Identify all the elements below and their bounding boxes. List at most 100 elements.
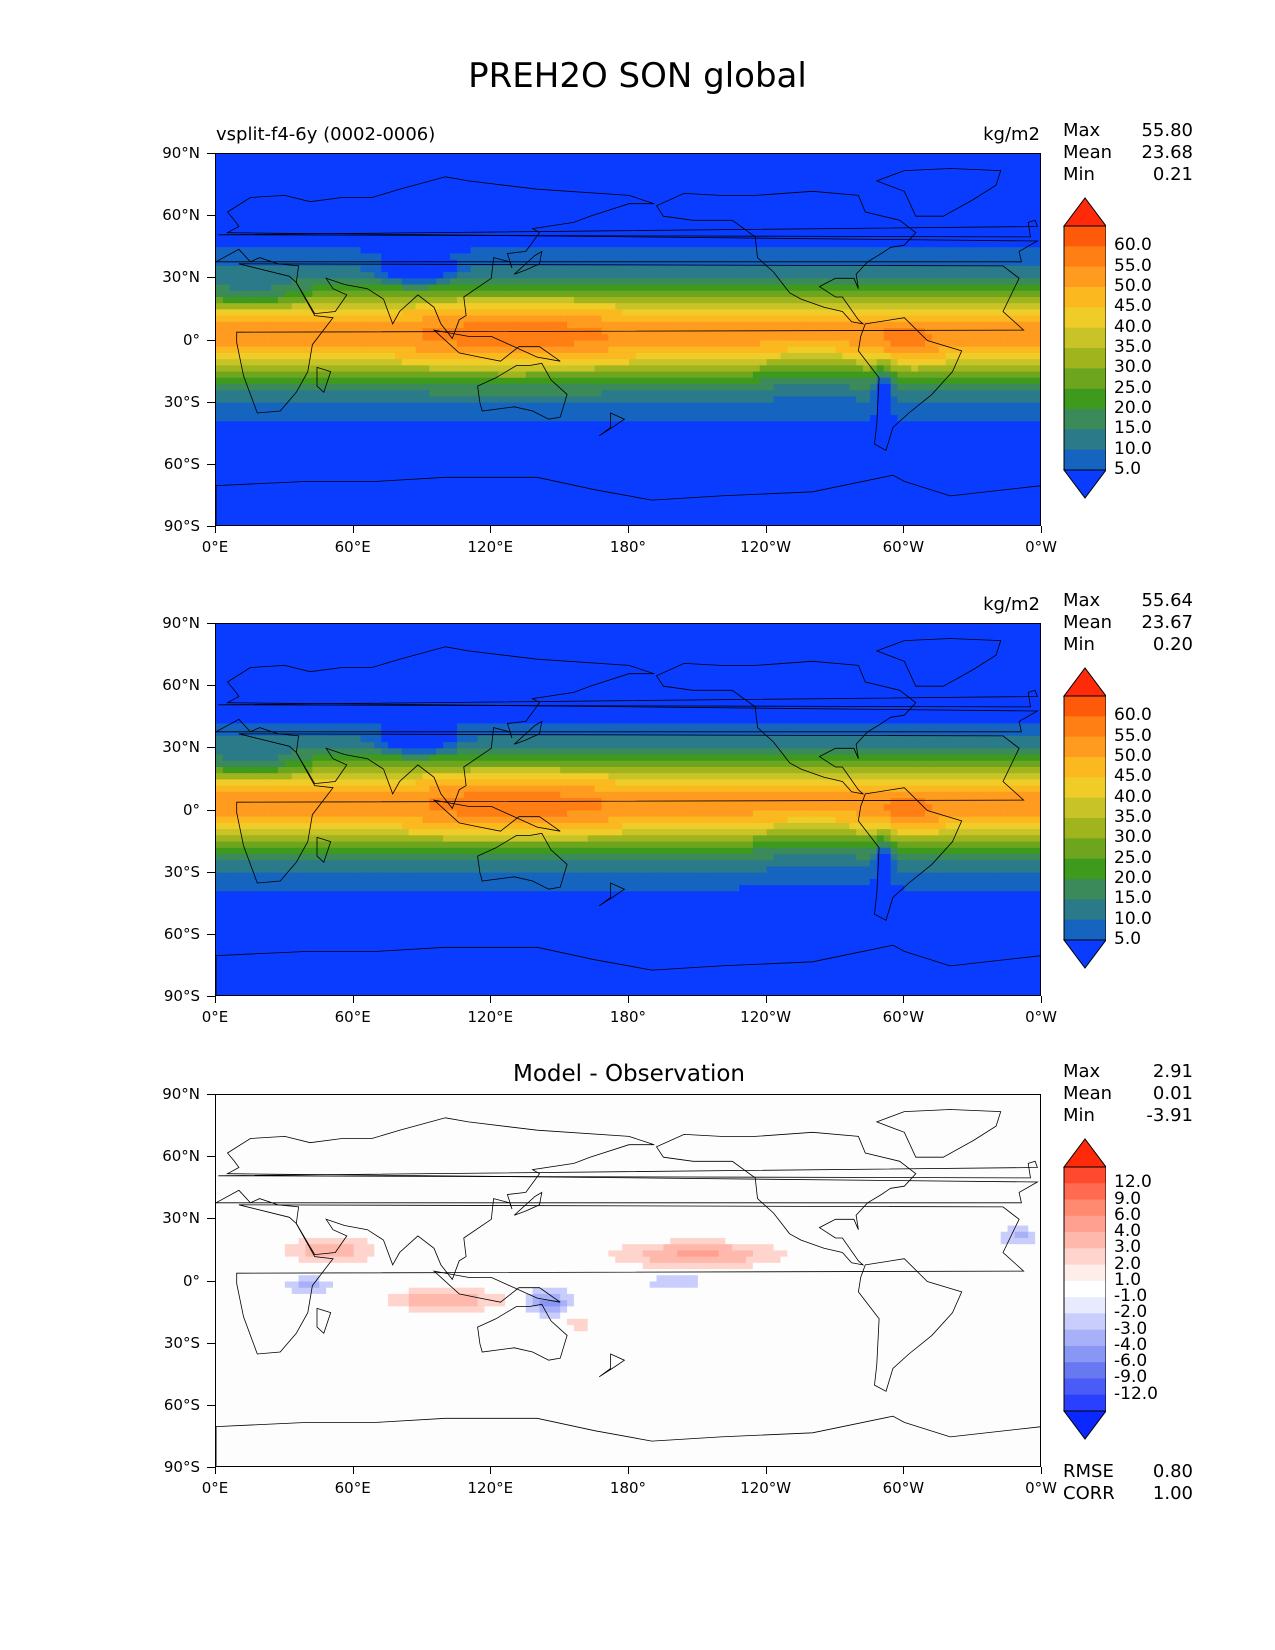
grid-cell (828, 303, 837, 311)
grid-cell (381, 241, 389, 248)
grid-cell (374, 253, 382, 261)
grid-cell (381, 340, 389, 348)
grid-cell (250, 203, 258, 211)
grid-cell (649, 340, 658, 348)
grid-cell (271, 309, 279, 317)
grid-cell (980, 303, 988, 311)
grid-cell (298, 160, 307, 168)
grid-cell (931, 334, 940, 342)
grid-cell (216, 396, 224, 404)
grid-cell (670, 390, 678, 398)
grid-cell (353, 222, 362, 230)
grid-cell (739, 340, 747, 348)
grid-cell (284, 309, 293, 317)
grid-cell (477, 309, 486, 317)
grid-cell (718, 396, 726, 404)
grid-cell (532, 160, 541, 168)
grid-cell (746, 191, 754, 199)
grid-cell (456, 166, 465, 174)
grid-cell (1014, 290, 1022, 298)
grid-cell (635, 247, 644, 255)
grid-cell (773, 284, 782, 292)
grid-cell (642, 359, 651, 366)
grid-cell (312, 315, 320, 323)
grid-cell (601, 396, 609, 404)
grid-cell (491, 185, 499, 192)
grid-cell (608, 272, 616, 279)
grid-cell (532, 402, 541, 410)
grid-cell (608, 222, 616, 230)
grid-cell (635, 197, 644, 205)
grid-cell (456, 216, 465, 223)
grid-cell (828, 154, 837, 161)
grid-cell (580, 272, 589, 279)
grid-cell (573, 340, 582, 348)
grid-cell (298, 185, 307, 192)
grid-cell (980, 247, 988, 255)
grid-cell (931, 228, 940, 236)
grid-cell (718, 247, 726, 255)
grid-cell (615, 334, 623, 342)
grid-cell (973, 154, 981, 161)
grid-cell (711, 408, 720, 416)
grid-cell (250, 390, 258, 398)
grid-cell (1000, 265, 1009, 273)
grid-cell (904, 203, 912, 211)
grid-cell (863, 203, 871, 211)
grid-cell (883, 241, 892, 248)
grid-cell (807, 396, 816, 404)
grid-cell (450, 154, 458, 161)
grid-cell (952, 384, 960, 391)
grid-cell (718, 278, 726, 286)
grid-cell (656, 259, 665, 267)
grid-cell (986, 241, 995, 248)
grid-cell (959, 377, 967, 385)
grid-cell (505, 359, 513, 366)
grid-cell (924, 247, 933, 255)
grid-cell (415, 408, 424, 416)
grid-cell (608, 290, 616, 298)
grid-cell (580, 384, 589, 391)
grid-cell (484, 222, 492, 230)
grid-cell (869, 259, 878, 267)
grid-cell (876, 296, 885, 304)
grid-cell (277, 272, 286, 279)
grid-cell (333, 296, 341, 304)
grid-cell (732, 321, 740, 329)
grid-cell (711, 222, 720, 230)
grid-cell (690, 340, 699, 348)
grid-cell (236, 234, 245, 242)
grid-cell (477, 390, 486, 398)
grid-cell (326, 309, 334, 317)
grid-cell (615, 222, 623, 230)
grid-cell (993, 328, 1002, 335)
grid-cell (849, 241, 857, 248)
grid-cell (257, 346, 265, 354)
grid-cell (615, 352, 623, 360)
grid-cell (980, 296, 988, 304)
grid-cell (463, 377, 472, 385)
grid-cell (353, 303, 362, 311)
grid-cell (869, 390, 878, 398)
grid-cell (339, 185, 348, 192)
grid-cell (436, 384, 444, 391)
grid-cell (876, 265, 885, 273)
grid-cell (732, 334, 740, 342)
grid-cell (835, 296, 843, 304)
grid-cell (746, 309, 754, 317)
grid-cell (814, 315, 823, 323)
grid-cell (794, 222, 802, 230)
grid-cell (326, 296, 334, 304)
grid-cell (312, 253, 320, 261)
grid-cell (869, 402, 878, 410)
grid-cell (911, 178, 919, 186)
grid-cell (229, 340, 238, 348)
grid-cell (546, 272, 554, 279)
grid-cell (876, 154, 885, 161)
grid-cell (635, 371, 644, 379)
grid-cell (801, 203, 809, 211)
grid-cell (1021, 384, 1029, 391)
grid-cell (532, 315, 541, 323)
grid-cell (250, 284, 258, 292)
grid-cell (993, 340, 1002, 348)
